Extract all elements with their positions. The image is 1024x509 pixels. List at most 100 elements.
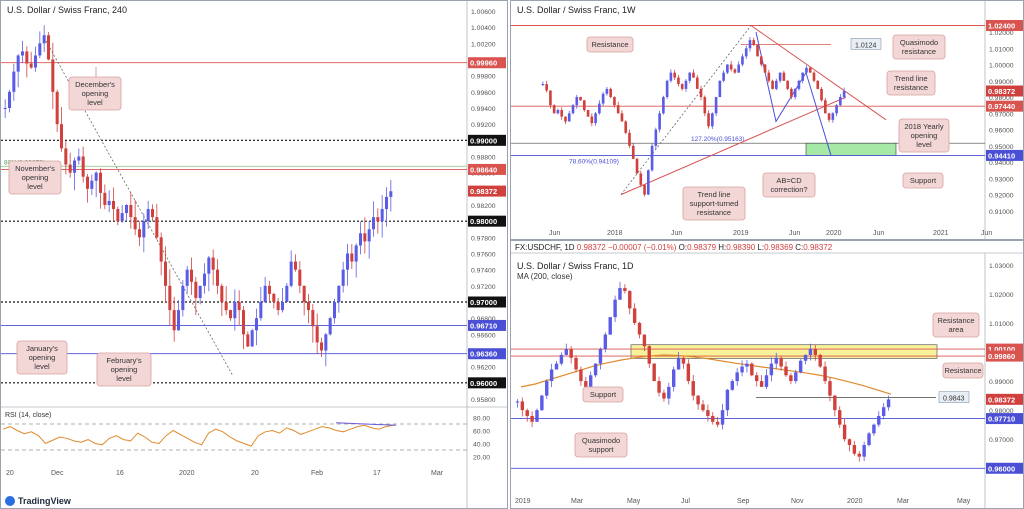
candle-4h-candle (150, 209, 155, 218)
candle-4h-candle (124, 205, 129, 214)
y-tick-label: 0.97000 (989, 437, 1014, 444)
candle-4h-candle (137, 229, 142, 238)
candle-1d-candle (794, 372, 798, 382)
candle-1d-candle (613, 299, 617, 318)
candle-1w-candle (677, 77, 680, 85)
candle-1d-candle (515, 401, 520, 403)
callout-quasimodo-resistance-text: Quasimodo (900, 38, 938, 47)
level-tag: 1.02400 (988, 22, 1015, 31)
x-tick-label: May (957, 498, 971, 505)
candle-4h-candle (233, 302, 237, 319)
y-tick-label: 0.99800 (471, 74, 496, 81)
callout-november-text: level (27, 182, 43, 191)
y-tick-label: 0.93000 (989, 176, 1014, 183)
level-tag: 0.94410 (988, 151, 1015, 160)
callout-february-box (96, 352, 152, 387)
chart-1w-svg[interactable]: 1.02000 1.01000 1.00000 0.99000 0.98000 0.970… (511, 1, 1024, 240)
candle-1w-candle (628, 132, 631, 146)
callout-january-text: opening (29, 353, 56, 362)
callout-abcd-text: correction? (770, 185, 807, 194)
candle-4h-candle (345, 253, 350, 270)
candle-1w-candle (545, 84, 548, 91)
candle-1w-candle (756, 45, 759, 57)
candle-1w-candle (616, 105, 620, 114)
candle-1d-candle (593, 363, 598, 376)
callout-yearly-opening-text: 2018 Yearly (904, 122, 943, 131)
candle-1d-candle (686, 363, 691, 382)
candle-4h-candle (267, 285, 272, 294)
candle-4h-candle (20, 51, 25, 56)
candle-4h-candle (155, 217, 159, 238)
candle-1d-candle (637, 322, 642, 335)
candle-1w-candle (684, 80, 688, 89)
candle-1d-candle (803, 354, 808, 361)
callout-january-text: January's (26, 344, 58, 353)
y-tick-label: 0.95800 (471, 397, 496, 404)
candle-1d-candle (647, 346, 651, 364)
candle-4h-candle (185, 269, 189, 286)
chart-panel-1d[interactable]: FX:USDCHF, 1D 0.98372 −0.00007 (−0.01%) … (510, 240, 1024, 509)
x-tick-label: 20 (6, 470, 14, 477)
callout-yearly-opening-text: level (916, 140, 932, 149)
level-tag-bg (986, 20, 1023, 32)
abcd-pattern (755, 31, 832, 156)
y-tick-label: 0.97000 (989, 111, 1014, 118)
y-tick-label: 0.97400 (471, 268, 496, 275)
y-tick-label: 0.96600 (471, 332, 496, 339)
candle-1w-candle (801, 72, 805, 81)
candle-1w-candle (775, 80, 778, 89)
candle-1d-candle (676, 357, 681, 370)
x-tick-label: Jun (981, 230, 992, 237)
candle-1w-candle (793, 88, 797, 98)
y-tick-label: 0.95000 (989, 144, 1014, 151)
callout-quasimodo-support-box (574, 432, 628, 458)
tradingview-logo[interactable]: TradingView (5, 496, 71, 506)
y-tick-label: 0.99000 (989, 79, 1014, 86)
price-change: −0.00007 (−0.01%) (607, 243, 677, 252)
callout-january-box (16, 340, 68, 375)
callout-support-text: Support (910, 176, 937, 185)
candle-1w-candle (703, 97, 707, 114)
candle-4h-candle (241, 310, 246, 335)
callout-support-box (902, 172, 944, 189)
candle-4h-candle (263, 285, 267, 302)
y-tick-label: 0.98000 (989, 95, 1014, 102)
y-tick-label: 0.96000 (989, 128, 1014, 135)
level-tag-bg (468, 296, 506, 308)
candle-1d-candle (554, 363, 559, 370)
level-tag: 0.98372 (988, 87, 1015, 96)
chart-panel-4h[interactable]: 1.006001.004001.002001.000000.998000.996… (0, 0, 508, 509)
callout-support-text: Support (590, 390, 617, 399)
candle-1w-candle (797, 80, 801, 89)
callout-resistance-text: Resistance (591, 40, 628, 49)
candle-1d-candle (559, 354, 564, 364)
level-tag: 0.96710 (470, 321, 497, 330)
chart-1d-svg[interactable]: 1.030001.020001.010001.000000.990000.980… (511, 241, 1024, 509)
boxed-label-bg (938, 391, 970, 403)
x-tick-label: Jun (549, 230, 560, 237)
candle-4h-candle (142, 221, 146, 238)
level-tag: 0.99860 (988, 352, 1015, 361)
candle-4h-candle (380, 209, 384, 222)
candle-1w-candle (571, 105, 575, 114)
y-tick-label: 0.97600 (471, 252, 496, 259)
x-tick-label: Jul (681, 498, 690, 505)
candle-4h-candle (59, 124, 64, 149)
candle-4h-candle (311, 310, 315, 327)
boxed-label: 0.9843 (943, 396, 965, 403)
candle-4h-candle (319, 342, 324, 351)
chart-panel-1w[interactable]: 1.02000 1.01000 1.00000 0.99000 0.98000 0.970… (510, 0, 1024, 240)
candle-4h-candle (29, 63, 33, 68)
x-tick-label: 2020 (826, 230, 842, 237)
candle-1w-candle (680, 84, 684, 89)
candle-1w-candle (654, 129, 658, 146)
candle-4h-candle (42, 35, 46, 44)
callout-trend-support-resistance-text: support-turned (690, 199, 739, 208)
candle-1w-candle (827, 113, 831, 120)
candle-1d-candle (867, 433, 871, 446)
chart-4h-svg[interactable]: 1.006001.004001.002001.000000.998000.996… (1, 1, 508, 509)
callout-abcd-text: AB=CD (776, 176, 802, 185)
candle-1w-candle (624, 121, 628, 133)
level-tag: 0.97710 (988, 415, 1015, 424)
level-tag: 0.96000 (470, 379, 497, 388)
